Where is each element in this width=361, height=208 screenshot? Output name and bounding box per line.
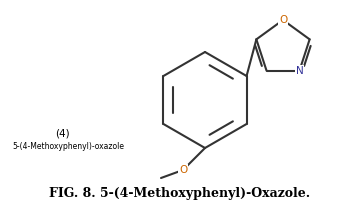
Text: 5-(4-Methoxyphenyl)-oxazole: 5-(4-Methoxyphenyl)-oxazole <box>12 142 124 151</box>
Text: (4): (4) <box>55 128 70 138</box>
Text: O: O <box>179 165 187 175</box>
Text: FIG. 8. 5-(4-Methoxyphenyl)-Oxazole.: FIG. 8. 5-(4-Methoxyphenyl)-Oxazole. <box>49 187 310 200</box>
Text: N: N <box>296 66 303 76</box>
Text: O: O <box>279 15 287 25</box>
